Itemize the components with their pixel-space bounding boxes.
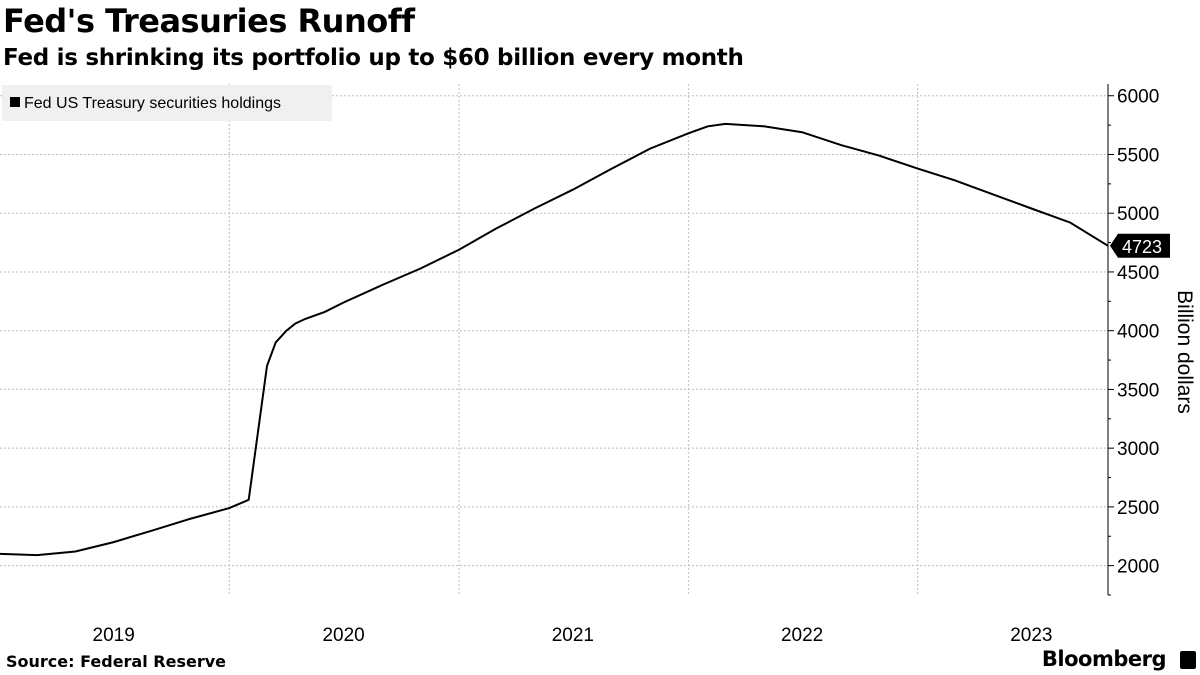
x-tick-label: 2019: [93, 625, 135, 646]
x-axis: 2019 2020 2021 2022 2023: [93, 625, 1053, 646]
chart-subtitle: Fed is shrinking its portfolio up to $60…: [3, 45, 744, 71]
y-axis-title: Billion dollars: [1173, 290, 1196, 414]
grid: [0, 84, 1108, 595]
y-tick-label: 2500: [1117, 498, 1159, 519]
legend: Fed US Treasury securities holdings: [2, 85, 332, 121]
last-value-label-text: 4723: [1122, 237, 1162, 257]
legend-swatch: [10, 97, 20, 107]
series-line-treasury-holdings: [0, 122, 1109, 557]
y-tick-label: 3500: [1117, 380, 1159, 401]
x-tick-label: 2020: [322, 625, 364, 646]
y-tick-label: 3000: [1117, 439, 1159, 460]
x-tick-label: 2021: [552, 625, 594, 646]
x-tick-label: 2023: [1010, 625, 1052, 646]
source-note: Source: Federal Reserve: [6, 652, 226, 671]
y-tick-label: 2000: [1117, 557, 1159, 578]
y-axis: 2000 2500 3000 3500 4000 4500 5000 5500 6000: [1107, 84, 1159, 596]
y-tick-label: 5500: [1117, 145, 1159, 166]
x-tick-label: 2022: [781, 625, 823, 646]
y-tick-label: 6000: [1117, 87, 1159, 108]
last-value-label: 4723: [1110, 233, 1170, 258]
legend-background: [2, 85, 332, 121]
last-value-label-background: [1110, 233, 1170, 258]
legend-label: Fed US Treasury securities holdings: [24, 95, 281, 112]
chart-title: Fed's Treasuries Runoff: [3, 2, 415, 40]
brand-logo: Bloomberg: [1041, 647, 1167, 671]
y-tick-label: 4000: [1117, 322, 1159, 343]
y-tick-label: 4500: [1117, 263, 1159, 284]
y-tick-label: 5000: [1117, 204, 1159, 225]
bloomberg-logo-icon: [1180, 651, 1196, 669]
